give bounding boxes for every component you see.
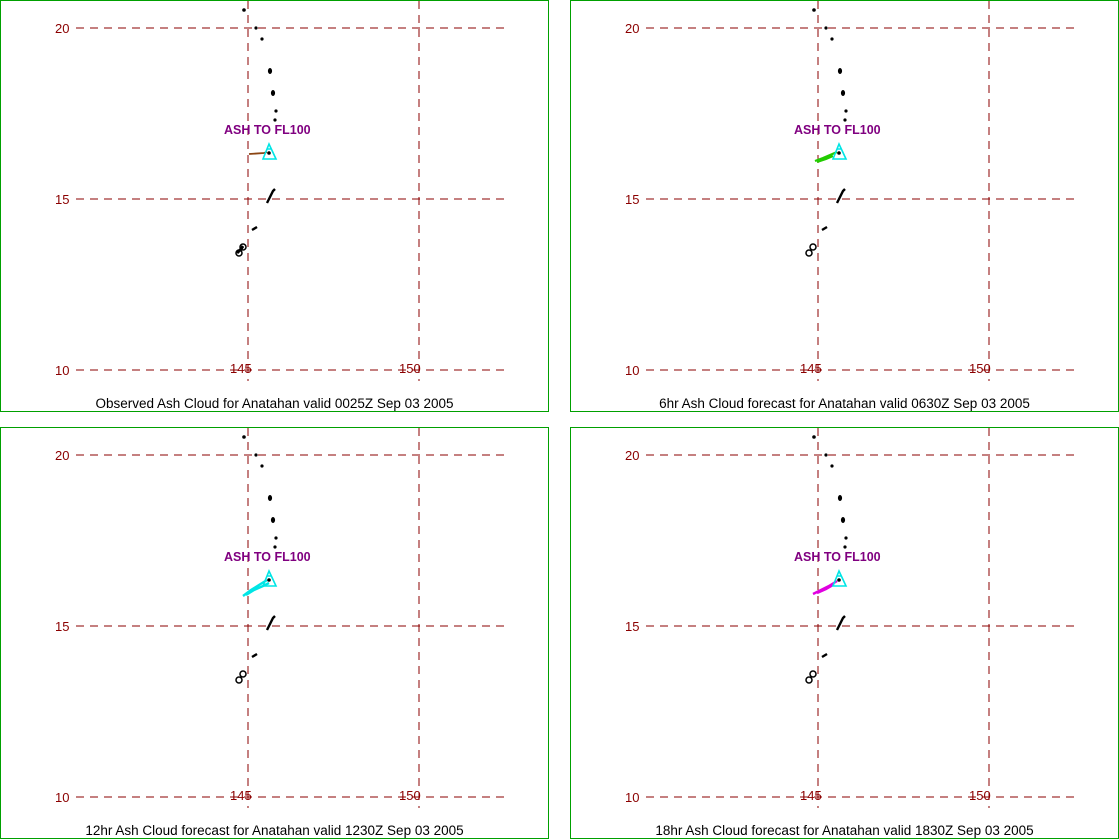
mariana-islands	[235, 8, 278, 257]
lat-tick-20: 20	[625, 21, 639, 36]
mariana-islands	[805, 8, 848, 257]
lon-tick-145: 145	[230, 788, 252, 803]
lat-tick-15: 15	[625, 619, 639, 634]
grid-lines	[76, 1, 506, 381]
lat-tick-20: 20	[55, 448, 69, 463]
volcano-marker-icon	[831, 568, 848, 587]
volcano-marker-icon	[831, 141, 848, 160]
panel-caption: 12hr Ash Cloud forecast for Anatahan val…	[85, 823, 464, 838]
lon-tick-145: 145	[800, 361, 822, 376]
panel-caption: 18hr Ash Cloud forecast for Anatahan val…	[655, 823, 1034, 838]
mariana-islands	[805, 435, 848, 684]
lat-tick-15: 15	[55, 192, 69, 207]
ash-cloud-plume	[242, 578, 270, 597]
lon-tick-145: 145	[800, 788, 822, 803]
lon-tick-150: 150	[969, 788, 991, 803]
grid-lines	[646, 428, 1076, 808]
volcano-marker-icon	[261, 141, 278, 160]
grid-lines	[646, 1, 1076, 381]
ash-map-panel-observed: 20 15 10 145 150 ASH TO FL100 Observed A…	[0, 0, 549, 412]
grid-lines	[76, 428, 506, 808]
ash-map-panel-12hr: 20 15 10 145 150 ASH TO FL100 12hr Ash C…	[0, 427, 549, 839]
lat-tick-10: 10	[625, 790, 639, 805]
lat-tick-15: 15	[625, 192, 639, 207]
ash-map-panel-6hr: 20 15 10 145 150 ASH TO FL100 6hr Ash Cl…	[570, 0, 1119, 412]
ash-cloud-plume	[812, 579, 838, 596]
anatahan-island	[267, 151, 271, 155]
lat-tick-10: 10	[55, 790, 69, 805]
lat-tick-15: 15	[55, 619, 69, 634]
lat-tick-10: 10	[625, 363, 639, 378]
map-canvas: 20 15 10 145 150 ASH TO FL100	[55, 428, 506, 808]
map-canvas: 20 15 10 145 150 ASH TO FL100	[625, 1, 1076, 381]
anatahan-island	[267, 578, 271, 582]
ash-altitude-label: ASH TO FL100	[224, 123, 311, 137]
lat-tick-20: 20	[55, 21, 69, 36]
ash-cloud-plume	[814, 150, 838, 164]
anatahan-island	[837, 578, 841, 582]
map-canvas: 20 15 10 145 150 ASH TO FL100	[625, 428, 1076, 808]
lat-tick-20: 20	[625, 448, 639, 463]
anatahan-island	[837, 151, 841, 155]
mariana-islands	[235, 435, 278, 684]
ash-map-panel-18hr: 20 15 10 145 150 ASH TO FL100 18hr Ash C…	[570, 427, 1119, 839]
lat-tick-10: 10	[55, 363, 69, 378]
lon-tick-150: 150	[969, 361, 991, 376]
volcano-marker-icon	[261, 568, 278, 587]
ash-altitude-label: ASH TO FL100	[224, 550, 311, 564]
ash-altitude-label: ASH TO FL100	[794, 123, 881, 137]
panel-caption: Observed Ash Cloud for Anatahan valid 00…	[95, 396, 454, 411]
ash-altitude-label: ASH TO FL100	[794, 550, 881, 564]
lon-tick-150: 150	[399, 788, 421, 803]
lon-tick-145: 145	[230, 361, 252, 376]
panel-caption: 6hr Ash Cloud forecast for Anatahan vali…	[659, 396, 1030, 411]
map-canvas: 20 15 10 145 150 ASH TO FL100	[55, 1, 506, 381]
lon-tick-150: 150	[399, 361, 421, 376]
